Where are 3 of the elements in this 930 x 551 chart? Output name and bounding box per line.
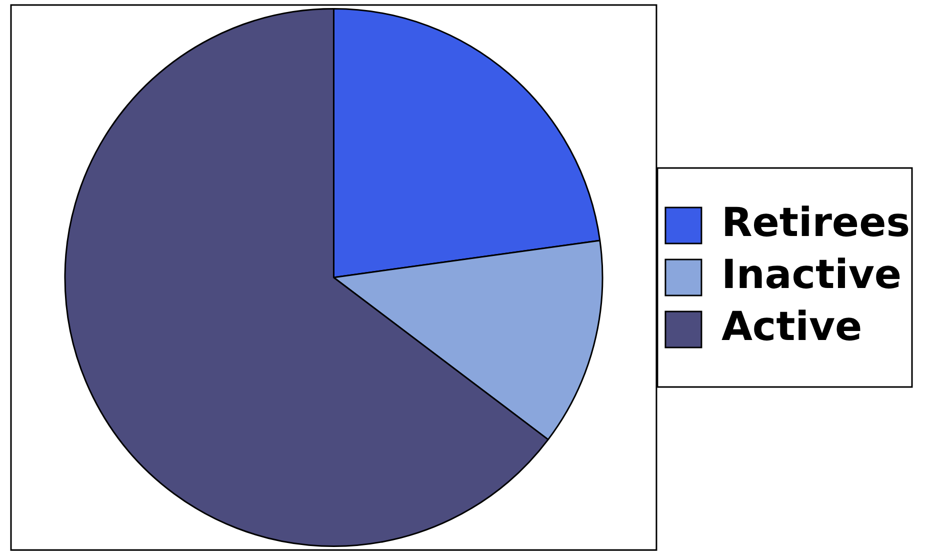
legend-label: Active [721,304,862,350]
legend-label: Retirees [721,200,910,246]
legend-label: Inactive [721,252,902,298]
